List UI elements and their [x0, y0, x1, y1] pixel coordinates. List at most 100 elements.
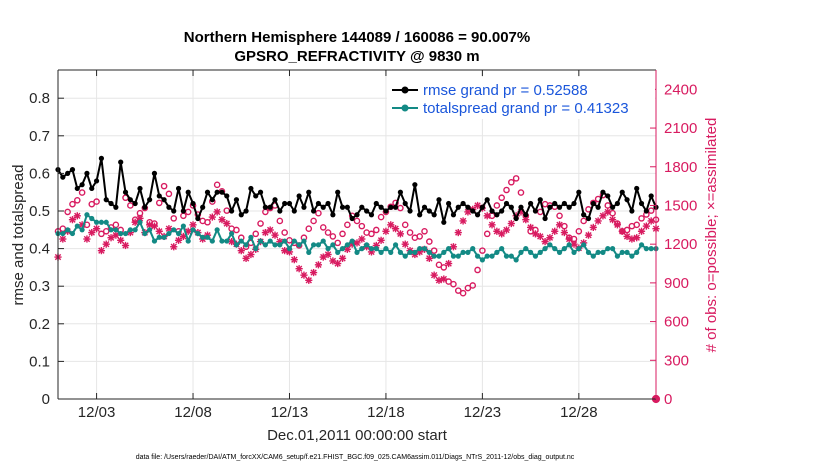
rmse-point [436, 197, 442, 203]
rmse-point [581, 212, 587, 218]
rmse-point [142, 204, 148, 210]
rmse-point [600, 189, 606, 195]
totalspread-point [609, 246, 616, 252]
rmse-point [643, 208, 649, 214]
obs-assimilated-marker [628, 235, 636, 243]
obs-possible-marker [575, 227, 583, 235]
obs-possible-marker [102, 227, 110, 235]
totalspread-point [638, 242, 645, 248]
totalspread-point [224, 238, 230, 244]
totalspread-point [286, 246, 293, 252]
y-left-tick-label: 0 [42, 391, 50, 408]
rmse-point [571, 200, 577, 207]
obs-assimilated-marker [551, 227, 559, 235]
legend-spread-marker [401, 104, 409, 112]
obs-possible-marker [464, 284, 472, 292]
totalspread-point [407, 249, 413, 255]
totalspread-point [383, 246, 389, 252]
obs-possible-marker [556, 212, 563, 220]
obs-possible-marker [454, 287, 462, 294]
totalspread-point [339, 246, 346, 252]
rmse-point [137, 185, 143, 192]
totalspread-point [180, 223, 186, 229]
obs-assimilated-marker [377, 236, 385, 244]
totalspread-point [175, 230, 182, 237]
totalspread-point [503, 253, 510, 259]
totalspread-point [614, 253, 621, 259]
rmse-point [238, 212, 244, 218]
obs-possible-marker [344, 221, 351, 229]
rmse-point [224, 193, 230, 199]
rmse-point [417, 212, 423, 218]
totalspread-point [151, 238, 158, 244]
obs-assimilated-marker [565, 235, 573, 243]
rmse-point [108, 200, 114, 207]
totalspread-point [161, 234, 167, 240]
totalspread-point [600, 249, 606, 255]
totalspread-point [156, 234, 162, 240]
totalspread-point [253, 246, 259, 252]
obs-possible-marker [127, 202, 134, 209]
obs-possible-marker [435, 261, 443, 269]
rmse-point [344, 204, 350, 210]
y-axis-label-left: rmse and totalspread [10, 165, 27, 306]
obs-assimilated-marker [314, 261, 323, 269]
rmse-point [69, 167, 76, 173]
y-axis-label-right: # of obs: o=possible; ×=assimilated [703, 118, 720, 353]
rmse-point [204, 189, 211, 195]
totalspread-point [532, 253, 539, 259]
rmse-point [609, 204, 616, 210]
obs-assimilated-marker [247, 250, 255, 259]
y-left-tick-label: 0.1 [29, 353, 50, 370]
obs-possible-marker [252, 230, 260, 238]
series-lines [55, 155, 659, 263]
totalspread-point [542, 246, 548, 252]
rmse-point [185, 189, 191, 195]
rmse-point [214, 189, 220, 195]
obs-assimilated-marker [488, 221, 496, 229]
totalspread-point [460, 249, 466, 255]
rmse-point [638, 200, 645, 207]
obs-possible-marker [469, 282, 477, 289]
totalspread-point [643, 246, 649, 252]
rmse-point [503, 200, 510, 207]
totalspread-point [262, 242, 268, 248]
totalspread-point [315, 242, 322, 248]
obs-assimilated-marker [358, 235, 366, 243]
totalspread-point [421, 246, 428, 252]
rmse-point [147, 197, 153, 203]
obs-assimilated-marker [401, 240, 409, 248]
totalspread-point [79, 227, 85, 233]
obs-assimilated-marker [324, 250, 332, 259]
rmse-point [465, 204, 471, 210]
obs-possible-marker [160, 182, 168, 190]
rmse-point [219, 189, 225, 195]
obs-assimilated-marker [68, 216, 77, 224]
axes: 0 0.1 0.2 0.3 0.4 0.5 0.6 0.7 0.8 12/03 12/08 12/13… [29, 69, 697, 421]
totalspread-point [508, 253, 514, 259]
obs-possible-marker [430, 247, 438, 254]
obs-assimilated-marker [309, 268, 318, 277]
rmse-point [489, 208, 495, 214]
totalspread-point [412, 249, 418, 255]
obs-possible-marker [315, 209, 322, 217]
rmse-point [474, 212, 481, 218]
rmse-point [349, 215, 355, 222]
totalspread-point [518, 249, 524, 255]
obs-possible-marker [324, 229, 332, 236]
obs-assimilated-marker [425, 254, 433, 262]
rmse-point [229, 208, 235, 214]
obs-possible-marker [281, 229, 288, 236]
obs-assimilated-marker [223, 219, 231, 228]
totalspread-point [118, 230, 124, 237]
obs-assimilated-marker [584, 231, 593, 239]
totalspread-point [537, 249, 543, 255]
obs-assimilated-marker [117, 236, 125, 244]
obs-possible-marker [580, 217, 587, 225]
obs-possible-marker [368, 230, 375, 238]
rmse-point [291, 208, 297, 214]
rmse-point [190, 200, 196, 207]
totalspread-point [65, 227, 71, 233]
totalspread-point [605, 246, 611, 252]
obs-possible-marker [479, 247, 486, 254]
